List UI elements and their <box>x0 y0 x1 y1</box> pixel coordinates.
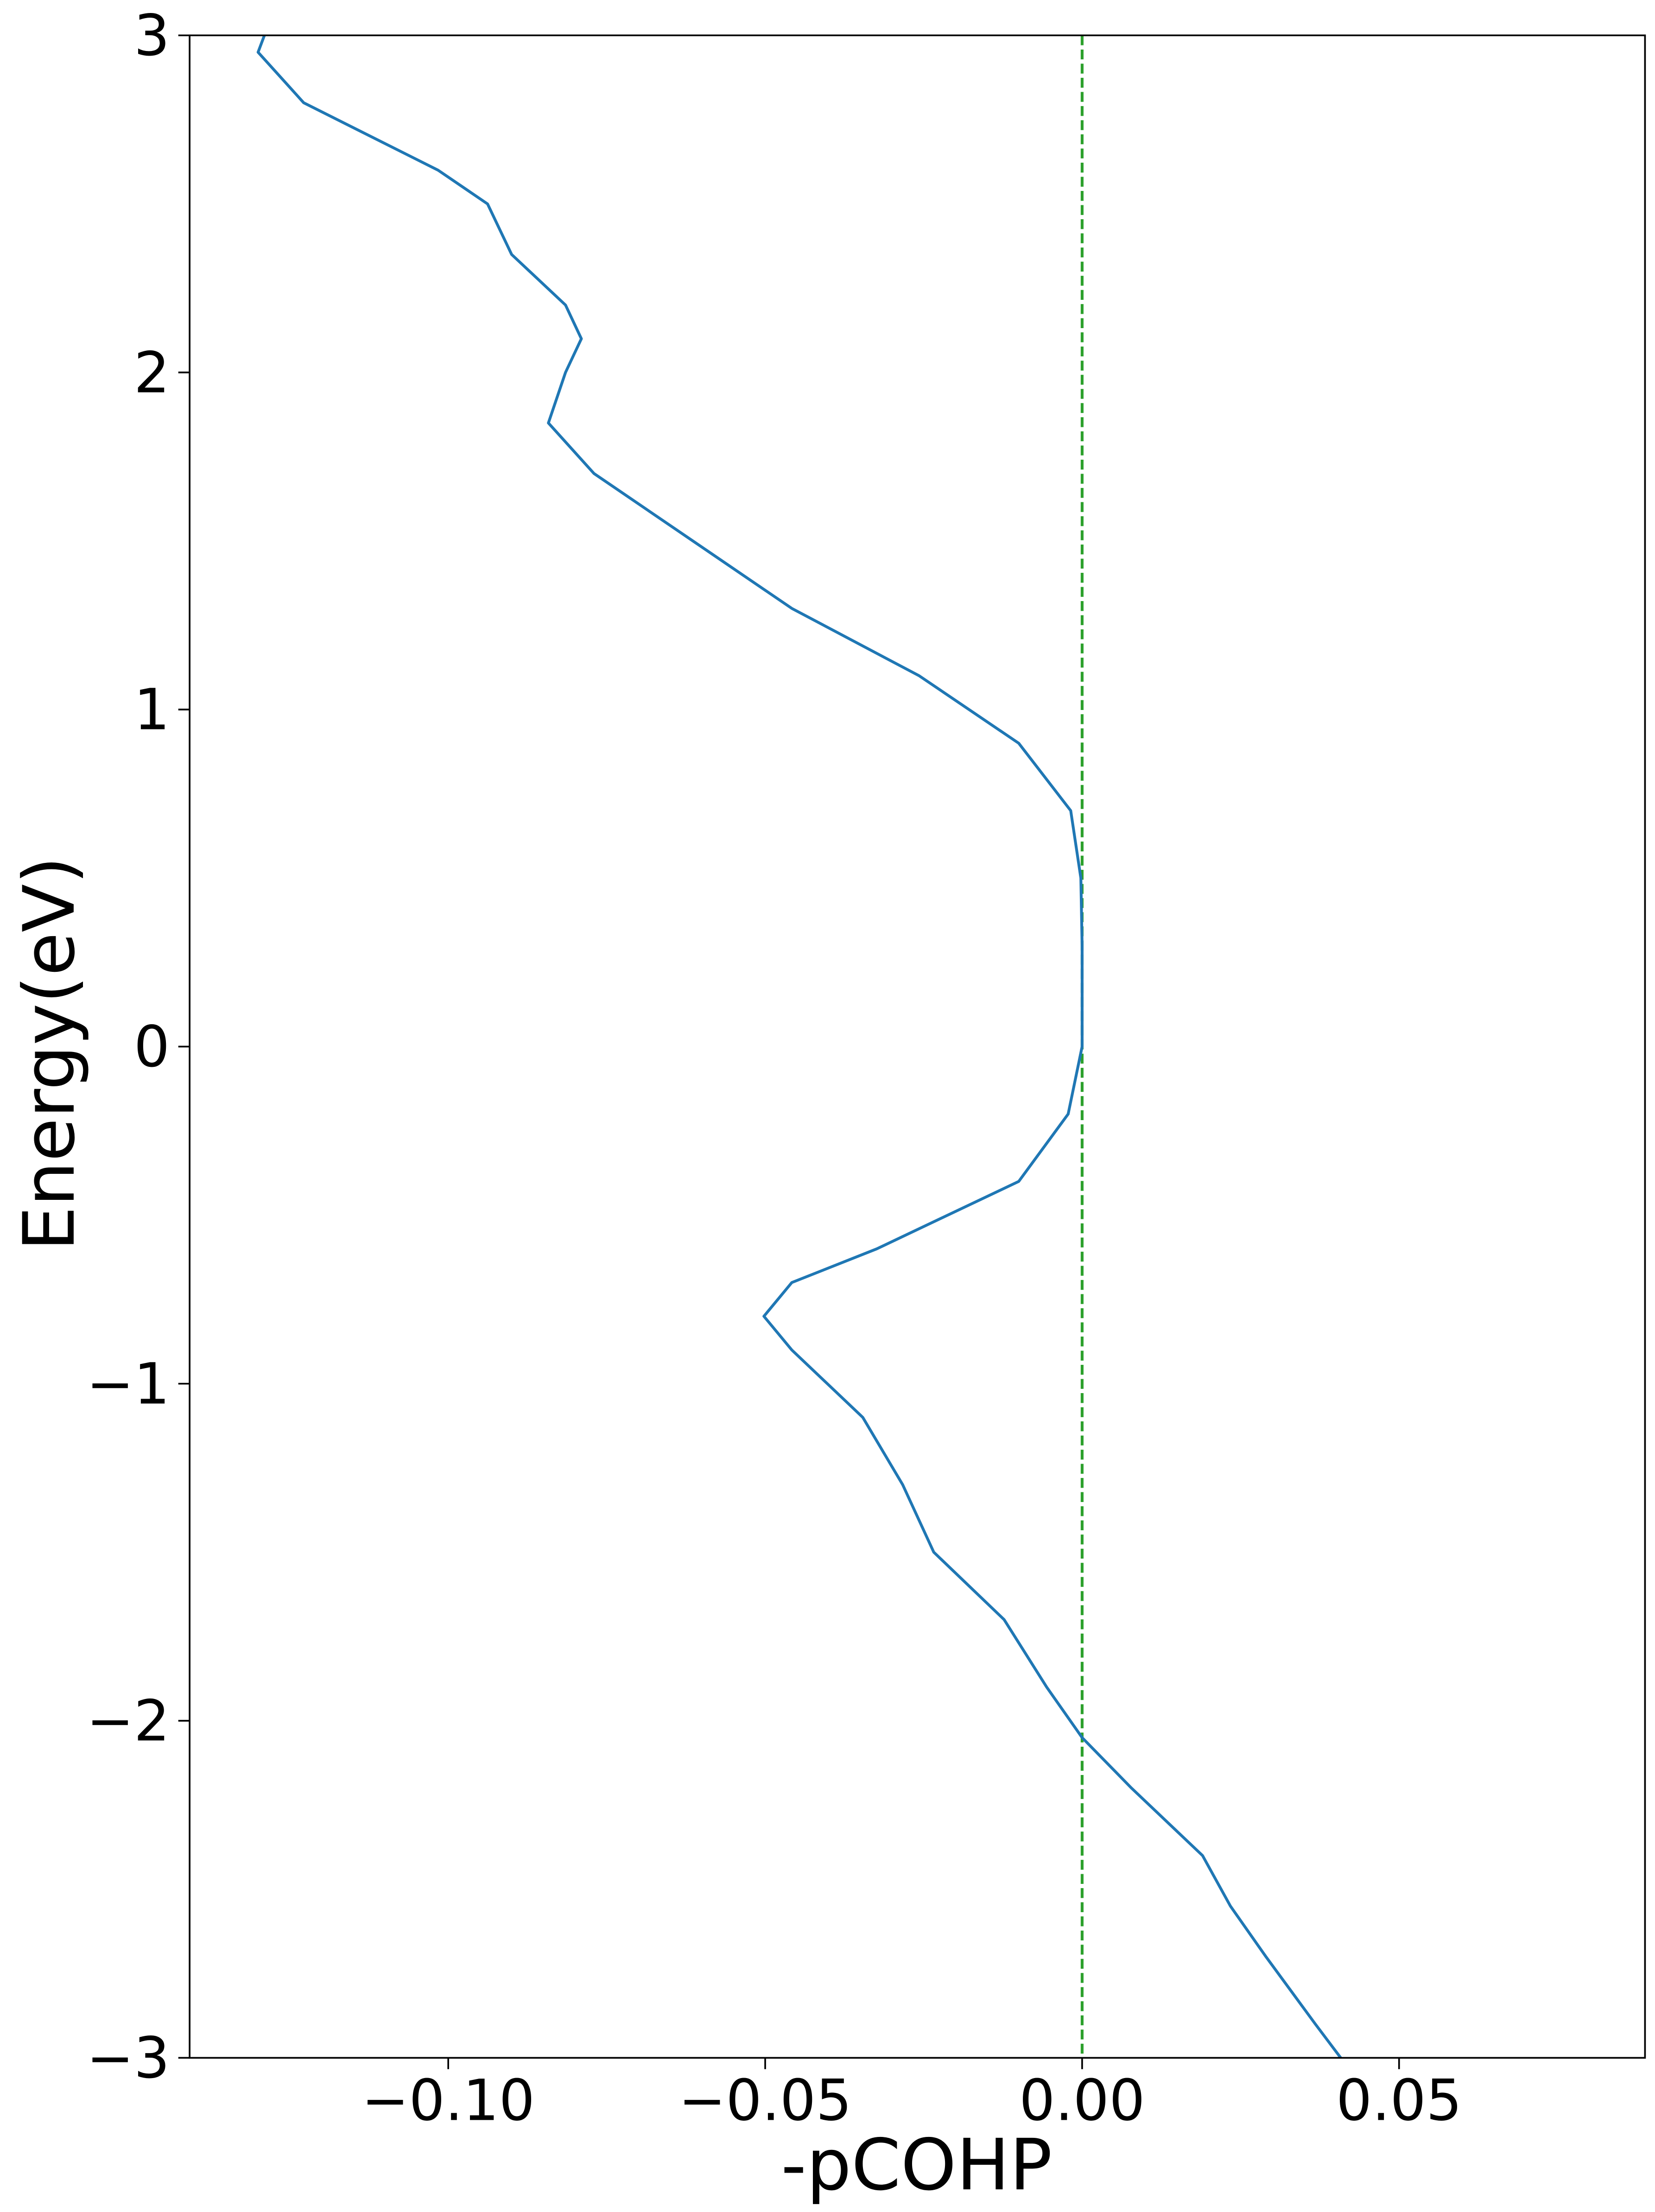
y-tick-label: 3 <box>134 3 170 69</box>
y-tick-label: 1 <box>134 677 170 743</box>
x-axis-label: -pCOHP <box>781 2123 1052 2206</box>
plot-frame <box>189 34 1646 2059</box>
x-tick-label: 0.00 <box>1019 2068 1145 2134</box>
y-tick-label: −3 <box>86 2025 170 2091</box>
x-tick-label: −0.05 <box>678 2068 852 2134</box>
y-tick-label: 2 <box>134 340 170 406</box>
y-tick-label: −1 <box>86 1351 170 1417</box>
series-line <box>256 35 1342 2059</box>
y-tick-label: 0 <box>134 1014 170 1080</box>
y-tick-label: −2 <box>86 1688 170 1754</box>
y-axis-label: Energy(eV) <box>8 856 90 1251</box>
x-tick-label: −0.10 <box>361 2068 535 2134</box>
x-tick-label: 0.05 <box>1336 2068 1462 2134</box>
